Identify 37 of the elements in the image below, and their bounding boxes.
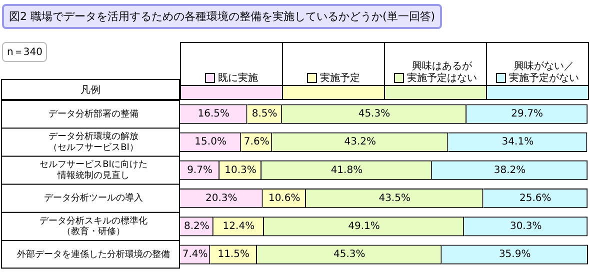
legend-label: 興味はあるが実施予定はない xyxy=(407,61,477,85)
data-label: 7.4% xyxy=(182,249,208,260)
data-label: 16.5% xyxy=(198,108,230,120)
data-label: 15.0% xyxy=(194,136,226,148)
data-label: 9.7% xyxy=(187,164,212,176)
text: n＝340 xyxy=(2,42,48,62)
y-tick-label: 外部データを連係した分析環境の整備 xyxy=(17,248,170,260)
data-label: 8.2% xyxy=(184,221,210,232)
data-label: 41.8% xyxy=(330,164,363,176)
y-tick-label: データ分析部署の整備 xyxy=(48,108,138,120)
legend-label: 興味がない／実施予定がない xyxy=(509,61,579,85)
y-tick-label: データ分析ツールの導入 xyxy=(44,192,143,204)
data-label: 34.1% xyxy=(502,136,534,148)
data-label: 38.2% xyxy=(494,164,526,176)
data-label: 43.2% xyxy=(344,136,376,148)
data-label: 35.9% xyxy=(498,249,531,260)
data-label: 7.6% xyxy=(244,136,270,148)
data-label: 30.3% xyxy=(510,221,542,232)
data-label: 11.5% xyxy=(218,249,250,260)
data-label: 45.3% xyxy=(358,108,390,120)
data-label: 45.3% xyxy=(333,249,366,260)
chart-title: 図2 職場でデータを活用するための各種環境の整備を実施しているかどうか(単一回答) xyxy=(2,4,442,29)
data-label: 12.4% xyxy=(222,221,255,232)
legend-label: 既に実施 xyxy=(218,73,258,85)
y-tick-label: データ分析スキルの標準化（教育・研修） xyxy=(40,215,148,238)
legend-title: 凡例 xyxy=(1,79,180,100)
legend-label: 実施予定 xyxy=(320,73,360,85)
data-label: 25.6% xyxy=(520,192,552,204)
data-label: 49.1% xyxy=(348,221,380,232)
data-label: 10.3% xyxy=(224,164,256,176)
data-label: 29.7% xyxy=(511,108,543,120)
data-label: 43.5% xyxy=(378,192,410,204)
data-label: 10.6% xyxy=(268,192,300,204)
y-tick-label: データ分析環境の解放（セルフサービスBI） xyxy=(48,131,138,153)
data-label: 8.5% xyxy=(252,108,278,120)
data-label: 20.3% xyxy=(205,192,238,204)
y-tick-label: セルフサービスBIに向けた情報統制の見直し xyxy=(40,159,148,181)
